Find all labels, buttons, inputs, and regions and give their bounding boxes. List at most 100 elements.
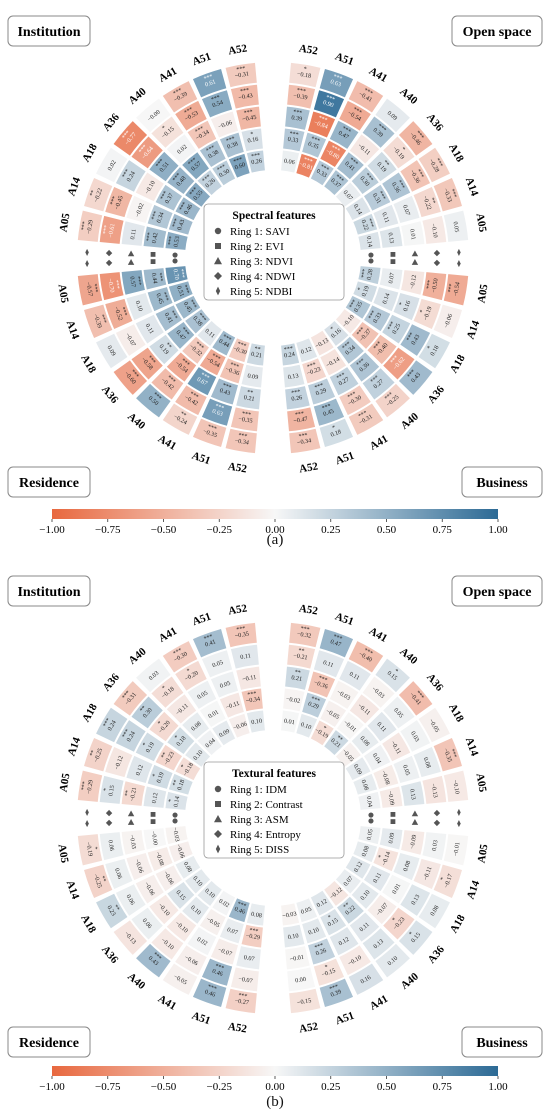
ring-marker: [172, 252, 178, 258]
cell-value: 0.08: [361, 845, 371, 858]
quadrant-title: Open space: [463, 25, 532, 40]
significance-stars: **: [254, 346, 261, 353]
significance-stars: ***: [366, 218, 375, 228]
ring-marker: [457, 248, 461, 256]
cell-open-space-A05-ring4: [422, 215, 447, 244]
title-box: [461, 1026, 543, 1058]
cell-residence-A41-ring4: [175, 945, 207, 976]
cell-open-space-A41-ring5: [348, 641, 384, 673]
category-label: A18: [446, 142, 466, 165]
cell-business-A14-ring5: [433, 864, 462, 899]
cell-value: 0.60: [234, 161, 247, 171]
category-label: A14: [463, 176, 481, 198]
category-label: A51: [334, 1010, 356, 1028]
cell-residence-A05-ring2: [143, 828, 167, 850]
cell-open-space-A18-ring4: [400, 720, 431, 752]
cell-value: −0.81: [298, 161, 314, 172]
legend-title: Textural features: [232, 768, 317, 780]
ring-marker: [368, 812, 374, 818]
category-label: A52: [227, 602, 248, 617]
cell-open-space-A40-ring3: [349, 134, 380, 164]
cell-business-A51-ring2: [302, 358, 327, 384]
ring-marker: [105, 259, 113, 267]
cell-institution-A14-ring4: [105, 186, 133, 218]
cell-value: 0.42: [151, 232, 160, 244]
significance-stars: **: [99, 875, 107, 883]
cell-open-space-A05-ring1: [358, 791, 381, 810]
quadrant-title-open-space: Open space: [451, 575, 543, 607]
cell-value: −0.35: [202, 428, 218, 439]
colorbar-tick-label: −1.00: [39, 1081, 65, 1093]
cell-value: 0.10: [287, 932, 299, 941]
colorbar-tick-label: −0.25: [207, 524, 233, 536]
cell-business-A51-ring2: [302, 918, 327, 944]
cell-open-space-A40-ring3: [349, 694, 380, 724]
ring-marker: [105, 249, 113, 257]
ring-marker: [85, 820, 89, 828]
significance-stars: ***: [134, 276, 141, 286]
ring-marker: [105, 819, 113, 827]
significance-stars: *: [327, 914, 333, 921]
cell-institution-A05-ring5: [77, 770, 103, 802]
cell-value: 0.03: [431, 840, 440, 852]
cell-value: 0.38: [207, 149, 220, 160]
cell-business-A14-ring3: [393, 852, 420, 881]
cell-institution-A36-ring5: [113, 681, 148, 716]
cell-value: 0.26: [251, 158, 263, 167]
cell-institution-A36-ring2: [167, 727, 195, 754]
cell-open-space-A14-ring4: [413, 746, 441, 778]
cell-institution-A05-ring5: [77, 210, 103, 242]
ring-marker: [433, 259, 441, 267]
significance-stars: ***: [363, 647, 374, 657]
cell-institution-A05-ring2: [143, 786, 167, 808]
cell-value: 0.26: [315, 947, 328, 957]
cell-value: 0.28: [366, 269, 375, 281]
significance-stars: ***: [332, 74, 342, 83]
cell-business-A51-ring4: [313, 958, 345, 986]
cell-value: 0.10: [307, 926, 320, 936]
cell-value: 0.08: [360, 779, 370, 792]
colorbar-tick-label: −0.50: [151, 524, 177, 536]
cell-institution-A52-ring3: [236, 106, 261, 130]
quadrant-title: Residence: [19, 476, 79, 491]
category-label: A36: [424, 111, 446, 134]
category-label: A14: [465, 879, 483, 901]
cell-value: −0.02: [134, 202, 145, 218]
ring-marker: [368, 252, 374, 258]
cell-value: 0.18: [176, 779, 186, 792]
cell-value: −0.08: [380, 770, 391, 786]
significance-stars: ***: [236, 626, 246, 633]
category-label: A51: [333, 611, 355, 629]
category-label: A36: [424, 671, 446, 694]
cell-value: −0.36: [224, 366, 240, 377]
cell-institution-A14-ring5: [84, 177, 113, 212]
cell-value: 0.08: [422, 757, 432, 770]
cell-institution-A14-ring1: [168, 213, 193, 235]
category-label: A18: [78, 353, 98, 376]
ring-marker: [368, 818, 374, 824]
cell-value: 0.06: [106, 840, 115, 852]
legend-marker: [215, 243, 221, 249]
cell-open-space-A18-ring3: [382, 732, 411, 762]
significance-stars: ***: [347, 391, 358, 401]
cell-business-A18-ring3: [382, 314, 411, 344]
cell-residence-A52-ring2: [241, 924, 263, 948]
significance-stars: **: [294, 670, 301, 677]
cell-business-A05-ring3: [401, 270, 425, 295]
significance-stars: *: [303, 66, 307, 72]
significance-stars: ***: [249, 928, 259, 935]
cell-value: 0.29: [315, 387, 328, 397]
cell-value: 0.45: [322, 408, 335, 418]
significance-stars: *: [427, 345, 434, 351]
cell-value: 0.05: [212, 659, 225, 669]
significance-stars: ***: [361, 269, 368, 279]
cell-business-A36-ring2: [351, 322, 379, 349]
significance-stars: ***: [332, 634, 342, 643]
significance-stars: ***: [129, 369, 139, 380]
cell-value: −0.00: [150, 831, 159, 846]
significance-stars: ***: [377, 190, 387, 201]
significance-stars: ***: [238, 993, 248, 1000]
category-label: A40: [399, 410, 422, 432]
significance-stars: ***: [160, 190, 170, 201]
